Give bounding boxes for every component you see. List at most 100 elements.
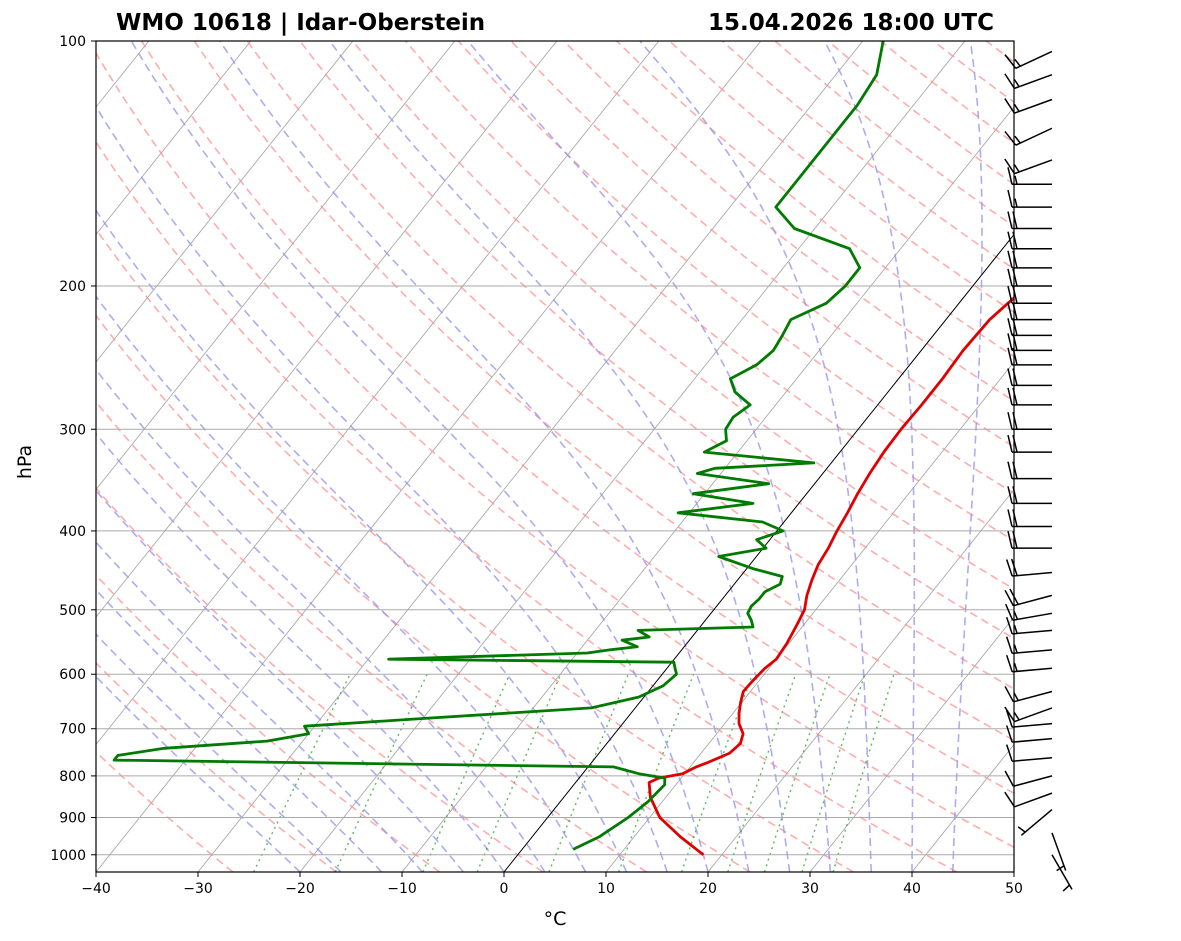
barb-full-feather — [1007, 486, 1013, 504]
mixing-ratio-line — [832, 673, 895, 872]
chart-title-datetime: 15.04.2026 18:00 UTC — [708, 10, 994, 36]
wind-barb — [1004, 706, 1053, 723]
barb-staff — [1015, 127, 1053, 146]
barb-full-feather — [1007, 268, 1013, 287]
wind-barb — [1004, 791, 1053, 808]
moist-adiabat-line — [96, 633, 342, 872]
wind-barb — [1007, 486, 1052, 505]
wind-barb — [1005, 603, 1053, 621]
barb-staff — [1012, 649, 1053, 655]
barb-staff — [1014, 707, 1053, 723]
dry-adiabat-line — [563, 41, 1014, 403]
wind-barb — [1007, 231, 1052, 250]
wind-barb — [1051, 832, 1067, 872]
barb-full-feather — [1012, 509, 1018, 527]
barb-full-feather — [1012, 412, 1018, 430]
barb-staff — [1014, 73, 1053, 90]
barb-half-feather — [1014, 175, 1018, 185]
barb-full-feather — [1007, 461, 1013, 479]
x-tick-label: −40 — [81, 881, 111, 897]
dry-adiabat-line — [96, 661, 337, 872]
barb-staff — [1012, 737, 1053, 743]
x-tick-label: 10 — [597, 881, 615, 897]
wind-barb — [1004, 686, 1053, 703]
barb-staff — [1020, 809, 1053, 836]
wind-barb — [1005, 710, 1053, 728]
barb-staff — [1014, 792, 1053, 808]
barb-full-feather — [1005, 559, 1013, 577]
x-tick-label: −10 — [387, 881, 417, 897]
barb-full-feather — [1005, 710, 1013, 728]
barb-half-feather — [1013, 164, 1020, 173]
barb-full-feather — [1004, 73, 1016, 89]
x-axis-label: °C — [544, 908, 567, 930]
dry-adiabat-line — [96, 51, 1014, 849]
barb-staff — [1015, 50, 1053, 70]
barb-full-feather — [1007, 231, 1013, 249]
barb-full-feather — [1007, 167, 1013, 185]
dry-adiabat-line — [96, 400, 648, 872]
barb-full-feather — [1005, 654, 1013, 673]
plot-frame — [95, 40, 1015, 873]
y-tick-label: 700 — [59, 722, 86, 738]
mixing-ratio-line — [801, 673, 866, 872]
barb-staff — [1012, 629, 1053, 635]
y-tick-label: 400 — [59, 524, 86, 540]
wind-barbs — [1004, 50, 1073, 892]
barb-full-feather — [1012, 211, 1018, 229]
barb-staff — [1014, 98, 1053, 114]
y-tick-label: 100 — [59, 34, 86, 50]
wind-barb — [1007, 509, 1052, 528]
moist-adiabat-line — [96, 588, 383, 872]
dry-adiabat-line — [193, 41, 1014, 742]
barb-half-feather — [1017, 826, 1026, 833]
barb-full-feather — [1012, 268, 1018, 287]
barb-full-feather — [1007, 434, 1013, 453]
wind-barb — [1005, 744, 1053, 763]
zero-isotherm-line — [503, 233, 1014, 872]
barb-staff — [1013, 775, 1053, 787]
wind-barb — [1007, 531, 1052, 549]
mixing-ratio-line — [476, 673, 562, 872]
wind-barb — [1004, 73, 1053, 90]
barb-full-feather — [1012, 387, 1018, 406]
barb-half-feather — [1056, 865, 1065, 872]
y-tick-label: 500 — [59, 603, 86, 619]
barb-full-feather — [1004, 770, 1015, 787]
chart-title-station: WMO 10618 | Idar-Oberstein — [116, 10, 485, 36]
y-axis-ticks: 100 200 300 400 500 600 700 800 900 1000 — [50, 34, 96, 864]
x-tick-label: 0 — [500, 881, 509, 897]
isotherm-line — [605, 361, 1014, 872]
wind-barb — [1004, 588, 1053, 607]
barb-full-feather — [1012, 318, 1018, 336]
wind-barb — [1007, 412, 1052, 431]
moist-adiabat-line — [96, 368, 546, 872]
barb-full-feather — [1004, 54, 1017, 69]
barb-full-feather — [1004, 791, 1016, 808]
barb-half-feather — [1013, 692, 1019, 701]
wind-barb — [1007, 333, 1052, 352]
wind-barb — [1004, 98, 1053, 114]
barb-staff — [1012, 571, 1053, 577]
barb-full-feather — [1012, 461, 1018, 479]
background-reference-lines — [96, 41, 1014, 872]
dewpoint-profile-line — [112, 41, 885, 851]
x-tick-label: 20 — [699, 881, 717, 897]
isotherm-line — [707, 488, 1014, 872]
barb-half-feather — [1013, 662, 1018, 672]
barb-full-feather — [1005, 617, 1013, 635]
barb-staff — [1013, 594, 1053, 607]
moist-adiabat-line — [96, 105, 668, 872]
moist-adiabat-line — [219, 41, 750, 872]
y-axis-label: hPa — [14, 445, 36, 479]
moist-adiabat-line — [639, 41, 872, 872]
isotherm-line — [96, 41, 558, 618]
wind-barb — [1007, 250, 1052, 269]
x-axis-ticks: −40 −30 −20 −10 0 10 20 30 40 50 — [81, 872, 1023, 897]
wind-barb — [1007, 368, 1052, 387]
barb-full-feather — [1007, 531, 1013, 549]
barb-full-feather — [1012, 486, 1018, 504]
wind-barb — [1004, 50, 1053, 70]
barb-full-feather — [1007, 368, 1013, 386]
moist-adiabat-line — [952, 41, 983, 872]
